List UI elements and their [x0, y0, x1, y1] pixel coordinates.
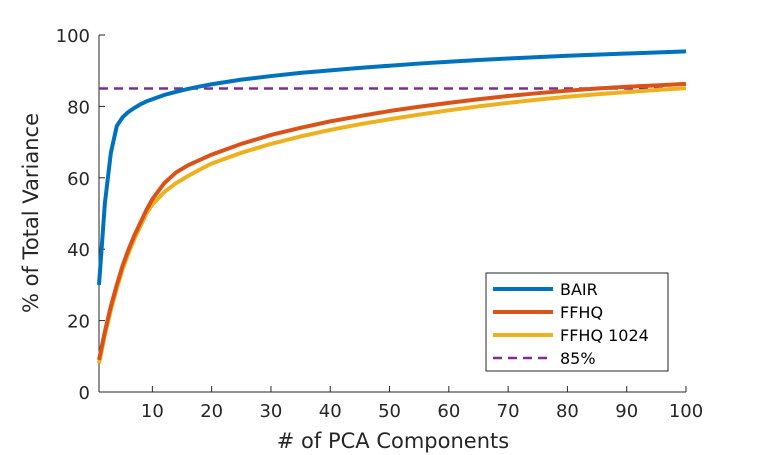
x-tick-label: 80 — [556, 401, 579, 422]
plot-lines — [97, 49, 687, 364]
x-tick-label: 70 — [497, 401, 520, 422]
legend-entries: BAIR FFHQ FFHQ 1024 85% — [493, 280, 649, 368]
y-tick-label: 40 — [67, 240, 90, 261]
x-tick-label: 30 — [259, 401, 282, 422]
y-tick-label: 20 — [67, 312, 90, 333]
x-axis-label: # of PCA Components — [277, 429, 509, 453]
legend-label: BAIR — [560, 280, 598, 299]
x-tick-label: 90 — [615, 401, 638, 422]
series-line-bair — [97, 49, 687, 286]
y-tick-label: 0 — [79, 383, 90, 404]
x-tick-label: 50 — [378, 401, 401, 422]
x-tick-label: 40 — [319, 401, 342, 422]
x-tick-label: 10 — [141, 401, 164, 422]
y-tick-label: 60 — [67, 169, 90, 190]
axes — [98, 35, 686, 393]
x-tick-label: 100 — [669, 401, 703, 422]
legend-label: 85% — [560, 349, 596, 368]
legend-label: FFHQ 1024 — [560, 326, 649, 345]
legend-label: FFHQ — [560, 303, 603, 322]
x-tick-label: 60 — [437, 401, 460, 422]
series-line-ffhq — [97, 81, 687, 361]
x-tick-label: 20 — [200, 401, 223, 422]
y-tick-label: 80 — [67, 97, 90, 118]
tick-labels: 10 20 30 40 50 60 70 80 90 100 0 20 40 60 80 100 — [56, 26, 704, 422]
y-tick-label: 100 — [56, 26, 90, 47]
legend: BAIR FFHQ FFHQ 1024 85% — [485, 272, 669, 372]
y-axis-label: % of Total Variance — [19, 113, 43, 313]
